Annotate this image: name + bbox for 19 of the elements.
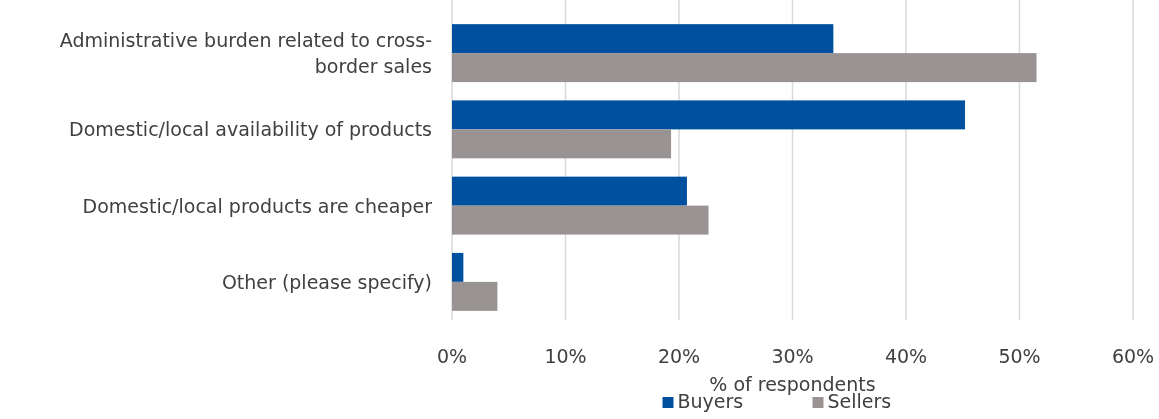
x-tick-label: 20% (657, 345, 701, 367)
bar (452, 205, 709, 235)
y-tick-label: Administrative burden related to cross-border sales (59, 29, 432, 78)
y-tick-label: Domestic/local products are cheaper (82, 194, 433, 217)
y-tick-label: Other (please specify) (221, 270, 432, 293)
x-tick-label: 50% (998, 345, 1041, 367)
bar (452, 281, 498, 311)
bar (452, 24, 834, 54)
bar (452, 53, 1037, 83)
bar (452, 100, 966, 130)
x-tick-label: 40% (884, 345, 928, 367)
y-tick-label: Domestic/local availability of products (69, 118, 432, 141)
bar (452, 176, 687, 206)
x-tick-label: 60% (1111, 345, 1155, 367)
x-tick-label: 0% (436, 345, 468, 367)
bar (452, 252, 464, 282)
x-tick-label: 30% (771, 345, 814, 367)
bar (452, 129, 672, 159)
x-tick-label: 10% (544, 345, 587, 367)
